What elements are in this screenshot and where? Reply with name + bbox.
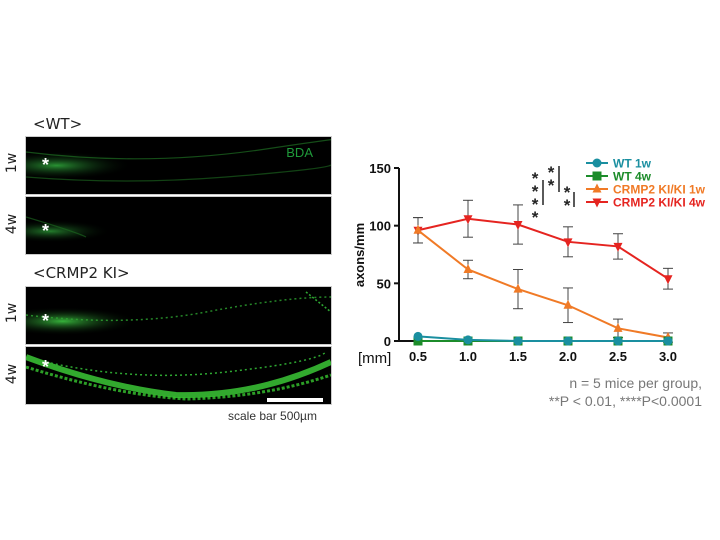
significance-star: * bbox=[548, 163, 555, 182]
series-wt-1w bbox=[413, 331, 673, 346]
row-label-4w: 4w bbox=[4, 213, 21, 235]
significance-star: * bbox=[532, 208, 539, 227]
legend-item: CRMP2 KI/KI 1w bbox=[586, 183, 706, 197]
lesion-marker: * bbox=[42, 221, 50, 241]
lesion-marker: * bbox=[42, 155, 50, 175]
scale-bar-label: scale bar 500µm bbox=[228, 409, 317, 423]
significance-star: * bbox=[532, 195, 539, 214]
y-tick-label: 150 bbox=[369, 161, 391, 176]
bda-stain-label: BDA bbox=[286, 145, 313, 160]
crmp2-group-label: <CRMP2 KI> bbox=[33, 264, 130, 282]
axon-stain-image bbox=[26, 137, 331, 194]
x-tick-label: 1.5 bbox=[509, 349, 527, 364]
micrograph-crmp2-1w: * bbox=[25, 286, 332, 345]
axon-stain-image bbox=[26, 197, 331, 254]
axon-stain-image bbox=[26, 287, 331, 344]
micrograph-wt-1w: BDA * bbox=[25, 136, 332, 195]
legend-item: CRMP2 KI/KI 4w bbox=[586, 196, 706, 210]
legend-item: WT 4w bbox=[586, 170, 652, 184]
svg-text:CRMP2 KI/KI 1w: CRMP2 KI/KI 1w bbox=[613, 183, 706, 197]
series-crmp2-ki-ki-1w bbox=[413, 217, 673, 343]
row-label-1w: 1w bbox=[4, 152, 21, 174]
significance-star: * bbox=[532, 182, 539, 201]
legend-item: WT 1w bbox=[586, 157, 652, 171]
axon-stain-image bbox=[26, 351, 331, 401]
significance-star: * bbox=[564, 196, 571, 215]
y-tick-label: 50 bbox=[377, 276, 391, 291]
row-label-1w: 1w bbox=[4, 302, 21, 324]
y-tick-label: 100 bbox=[369, 219, 391, 234]
x-tick-label: 2.0 bbox=[559, 349, 577, 364]
x-tick-label: 1.0 bbox=[459, 349, 477, 364]
x-tick-label: 3.0 bbox=[659, 349, 677, 364]
lesion-marker: * bbox=[42, 311, 50, 331]
footnote-p-values: **P < 0.01, ****P<0.0001 bbox=[548, 393, 702, 409]
y-tick-label: 0 bbox=[384, 334, 391, 349]
svg-text:CRMP2 KI/KI 4w: CRMP2 KI/KI 4w bbox=[613, 196, 706, 210]
significance-star: * bbox=[532, 169, 539, 188]
svg-text:WT 4w: WT 4w bbox=[613, 170, 652, 184]
lesion-marker: * bbox=[42, 357, 50, 377]
x-tick-label: 2.5 bbox=[609, 349, 627, 364]
footnote-n: n = 5 mice per group, bbox=[569, 375, 702, 391]
micrograph-wt-4w: * bbox=[25, 196, 332, 255]
significance-star: * bbox=[548, 176, 555, 195]
wt-group-label: <WT> bbox=[33, 115, 83, 133]
micrograph-crmp2-4w: * bbox=[25, 346, 332, 405]
scale-bar bbox=[267, 398, 323, 402]
x-axis-label: [mm] bbox=[358, 350, 391, 367]
significance-star: * bbox=[564, 183, 571, 202]
row-label-4w: 4w bbox=[4, 363, 21, 385]
series-crmp2-ki-ki-4w bbox=[413, 199, 673, 290]
y-axis-label: axons/mm bbox=[352, 223, 367, 287]
x-tick-label: 0.5 bbox=[409, 349, 427, 364]
svg-text:WT 1w: WT 1w bbox=[613, 157, 652, 171]
